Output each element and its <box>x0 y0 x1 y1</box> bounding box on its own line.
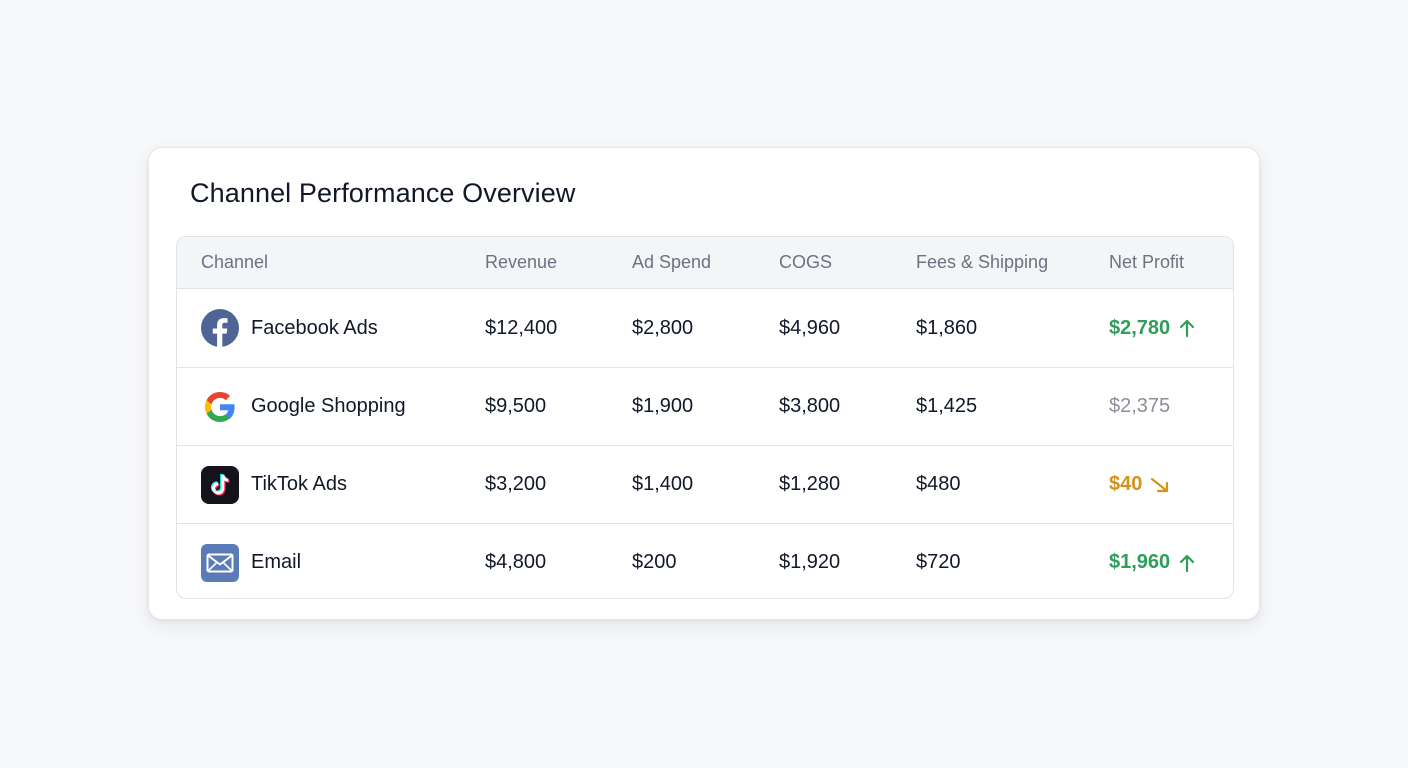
column-header-net-profit[interactable]: Net Profit <box>1109 252 1185 272</box>
cogs-cell: $4,960 <box>779 316 841 339</box>
column-header-channel[interactable]: Channel <box>201 252 269 272</box>
card-title: Channel Performance Overview <box>190 178 576 208</box>
net-profit-cell: $2,375 <box>1109 368 1170 445</box>
ad-spend-cell: $2,800 <box>632 316 694 339</box>
tiktok-icon <box>201 465 239 504</box>
fees-shipping-cell: $1,425 <box>916 395 978 417</box>
facebook-icon <box>201 309 239 347</box>
net-profit-value: $1,960 <box>1109 551 1171 573</box>
table-row-google-shopping[interactable]: Google Shopping $9,500 $1,900 $3,800 $1,… <box>177 367 1233 445</box>
google-icon <box>201 388 239 426</box>
cogs-cell: $1,280 <box>779 473 841 495</box>
net-profit-value: $40 <box>1109 473 1143 495</box>
net-profit-value: $2,780 <box>1109 316 1171 339</box>
channel-name: Google Shopping <box>251 395 406 417</box>
fees-shipping-cell: $720 <box>916 551 961 573</box>
ad-spend-cell: $200 <box>632 551 677 573</box>
revenue-cell: $4,800 <box>485 551 547 573</box>
net-profit-cell: $1,960 <box>1109 524 1196 598</box>
table-row-facebook-ads[interactable]: Facebook Ads $12,400 $2,800 $4,960 $1,86… <box>177 289 1233 367</box>
column-header-revenue[interactable]: Revenue <box>485 252 558 272</box>
channel-name: Facebook Ads <box>251 316 378 339</box>
table-header-row: Channel Revenue Ad Spend COGS Fees & Shi… <box>177 237 1233 289</box>
column-header-cogs[interactable]: COGS <box>779 252 833 272</box>
cogs-cell: $1,920 <box>779 551 841 573</box>
channel-cell: TikTok Ads <box>201 446 347 523</box>
column-header-fees-shipping[interactable]: Fees & Shipping <box>916 252 1049 272</box>
cogs-cell: $3,800 <box>779 395 841 417</box>
table-row-email[interactable]: Email $4,800 $200 $1,920 $720 $1,960 <box>177 523 1233 598</box>
ad-spend-cell: $1,900 <box>632 395 694 417</box>
channel-cell: Facebook Ads <box>201 289 378 367</box>
channel-cell: Google Shopping <box>201 368 406 445</box>
fees-shipping-cell: $480 <box>916 473 961 495</box>
table-row-tiktok-ads[interactable]: TikTok Ads $3,200 $1,400 $1,280 $480 $40 <box>177 445 1233 523</box>
revenue-cell: $12,400 <box>485 316 558 339</box>
ad-spend-cell: $1,400 <box>632 473 694 495</box>
channel-cell: Email <box>201 524 302 598</box>
channel-performance-table: Channel Revenue Ad Spend COGS Fees & Shi… <box>176 236 1234 599</box>
arrow-up-icon <box>1178 553 1196 573</box>
channel-performance-card: Channel Performance Overview Channel Rev… <box>148 147 1260 620</box>
arrow-up-icon <box>1178 318 1196 338</box>
channel-name: TikTok Ads <box>251 473 347 495</box>
channel-name: Email <box>251 551 302 573</box>
email-icon <box>201 543 239 582</box>
net-profit-value: $2,375 <box>1109 395 1171 417</box>
arrow-down-right-icon <box>1150 475 1172 495</box>
column-header-ad-spend[interactable]: Ad Spend <box>632 252 712 272</box>
fees-shipping-cell: $1,860 <box>916 316 978 339</box>
revenue-cell: $3,200 <box>485 473 547 495</box>
net-profit-cell: $40 <box>1109 446 1172 523</box>
net-profit-cell: $2,780 <box>1109 289 1196 367</box>
revenue-cell: $9,500 <box>485 395 547 417</box>
